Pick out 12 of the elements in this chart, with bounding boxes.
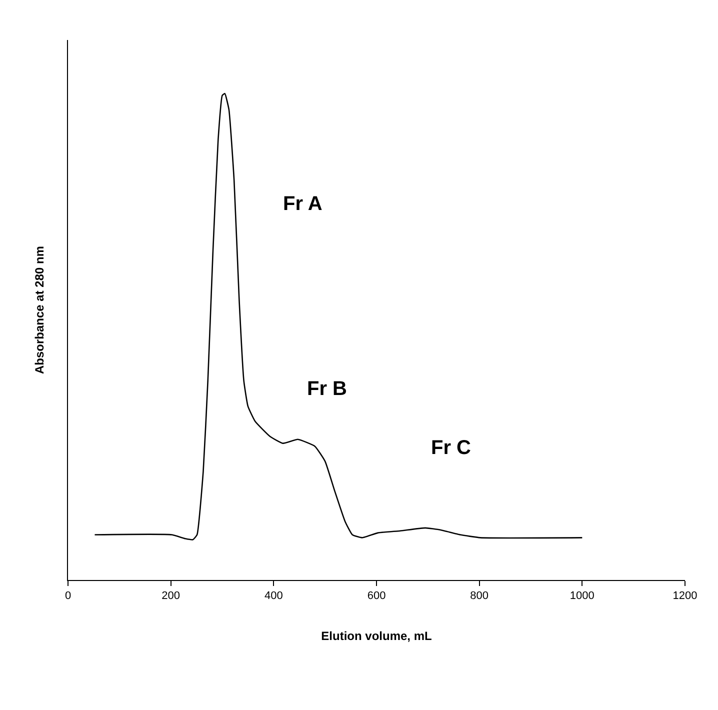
x-tick-label: 1200	[672, 590, 698, 602]
y-axis-title: Absorbance at 280 nm	[32, 246, 46, 374]
x-tick-label: 0	[64, 590, 72, 602]
x-tick-label: 800	[470, 590, 489, 602]
x-tick-label: 400	[264, 590, 283, 602]
x-axis-title: Elution volume, mL	[321, 629, 432, 644]
annotation: Fr C	[431, 437, 471, 459]
x-tick-label: 1000	[570, 590, 594, 602]
x-tick-label: 200	[162, 590, 180, 602]
annotation: Fr A	[283, 193, 322, 215]
x-tick-label: 600	[367, 590, 386, 602]
annotation: Fr B	[307, 378, 347, 400]
